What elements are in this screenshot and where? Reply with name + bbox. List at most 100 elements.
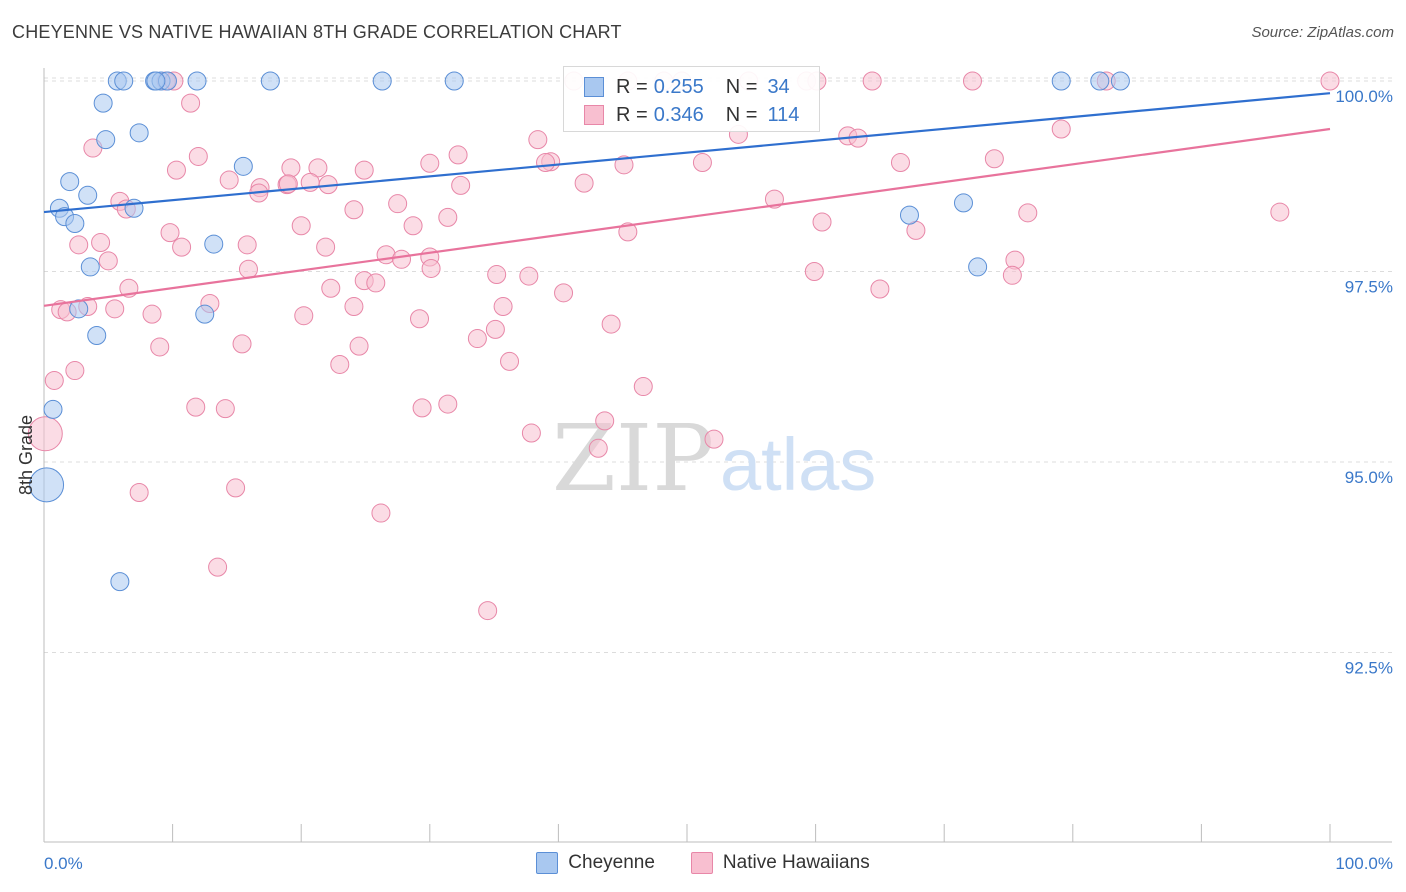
correlation-legend: R = 0.255 N = 34 R = 0.346 N = 114 (563, 66, 820, 132)
hawaiian-point (601, 314, 621, 334)
hawaiian-point (1320, 71, 1340, 91)
hawaiian-point (420, 153, 440, 173)
hawaiian-point (1002, 265, 1022, 285)
hawaiian-point (392, 249, 412, 269)
hawaiian-point (595, 411, 615, 431)
hawaiian-point (349, 336, 369, 356)
legend-n-value: 34 (767, 75, 790, 98)
hawaiian-point (188, 146, 208, 166)
hawaiian-point (451, 175, 471, 195)
hawaiian-point (98, 251, 118, 271)
cheyenne-trend-line (43, 92, 1331, 214)
hawaiian-point (528, 130, 548, 150)
legend-n-value: 114 (767, 103, 800, 126)
cheyenne-point (78, 185, 98, 205)
cheyenne-point (65, 213, 85, 233)
hawaiian-point (812, 212, 832, 232)
legend-row-cheyenne: R = 0.255 N = 34 (564, 72, 790, 102)
x-tick-label: 0.0% (44, 854, 83, 873)
cheyenne-point (1110, 71, 1130, 91)
hawaiian-point (219, 170, 239, 190)
hawaiian-point (692, 153, 712, 173)
cheyenne-point (96, 130, 116, 150)
y-tick-label: 100.0% (1335, 87, 1393, 106)
hawaiian-point (554, 283, 574, 303)
cheyenne-point (204, 234, 224, 254)
hawaiian-point (862, 71, 882, 91)
hawaiian-point (521, 423, 541, 443)
cheyenne-point (187, 71, 207, 91)
hawaiian-point (438, 394, 458, 414)
hawaiian-point (500, 351, 520, 371)
hawaiian-point (291, 216, 311, 236)
hawaiian-point (1270, 202, 1290, 222)
hawaiian-point (354, 160, 374, 180)
cheyenne-point (87, 326, 107, 346)
hawaiian-point (91, 233, 111, 253)
cheyenne-point (114, 71, 134, 91)
cheyenne-point (80, 257, 100, 277)
hawaiian-point (1051, 119, 1071, 139)
hawaiian-point (281, 158, 301, 178)
hawaiian-point (467, 329, 487, 349)
cheyenne-point (444, 71, 464, 91)
cheyenne-point (233, 156, 253, 176)
legend-row-hawaiian: R = 0.346 N = 114 (564, 100, 799, 130)
hawaiian-point (215, 399, 235, 419)
cheyenne-point (69, 299, 89, 319)
hawaiian-point (366, 273, 386, 293)
cheyenne-point (146, 71, 166, 91)
legend-n-label: N = (725, 75, 758, 98)
hawaiian-point (321, 278, 341, 298)
cheyenne-point (110, 572, 130, 592)
hawaiian-point (764, 189, 784, 209)
hawaiian-point (237, 235, 257, 255)
legend-label-hawaiian: Native Hawaiians (722, 852, 870, 873)
data-points (27, 71, 1340, 621)
cheyenne-point (968, 257, 988, 277)
hawaiian-point (704, 429, 724, 449)
cheyenne-point (29, 467, 65, 503)
hawaiian-point (493, 297, 513, 317)
hawaiian-point (294, 306, 314, 326)
legend-r-value: 0.346 (653, 103, 704, 126)
hawaiian-point (403, 216, 423, 236)
chart-title: CHEYENNE VS NATIVE HAWAIIAN 8TH GRADE CO… (12, 22, 622, 42)
cheyenne-point (899, 205, 919, 225)
hawaiian-point (371, 503, 391, 523)
cheyenne-point (43, 399, 63, 419)
cheyenne-point (372, 71, 392, 91)
hawaiian-point (208, 557, 228, 577)
hawaiian-trend-line (43, 127, 1331, 307)
hawaiian-point (344, 200, 364, 220)
trend-lines (43, 92, 1331, 307)
legend-label-cheyenne: Cheyenne (568, 852, 655, 873)
hawaiian-point (186, 397, 206, 417)
hawaiian-point (166, 160, 186, 180)
hawaiian-point (410, 309, 430, 329)
hawaiian-point (1018, 203, 1038, 223)
y-tick-label: 97.5% (1345, 278, 1393, 297)
hawaiian-point (27, 416, 63, 452)
y-tick-label: 95.0% (1345, 468, 1393, 487)
hawaiian-point (487, 265, 507, 285)
cheyenne-point (129, 123, 149, 143)
hawaiian-point (65, 361, 85, 381)
hawaiian-point (890, 153, 910, 173)
axes (43, 68, 1392, 843)
hawaiian-point (316, 237, 336, 257)
legend-item-cheyenne: Cheyenne (536, 852, 655, 874)
cheyenne-point (93, 93, 113, 113)
cheyenne-point (260, 71, 280, 91)
y-axis-label: 8th Grade (16, 415, 36, 495)
hawaiian-point (804, 262, 824, 281)
hawaiian-point (574, 173, 594, 193)
hawaiian-point (485, 319, 505, 339)
legend-r-label: R = (616, 103, 648, 126)
cheyenne-point (1051, 71, 1071, 91)
hawaiian-point (44, 370, 64, 390)
hawaiian-point (105, 299, 125, 319)
cheyenne-point (60, 172, 80, 192)
hawaiian-point (618, 222, 638, 242)
